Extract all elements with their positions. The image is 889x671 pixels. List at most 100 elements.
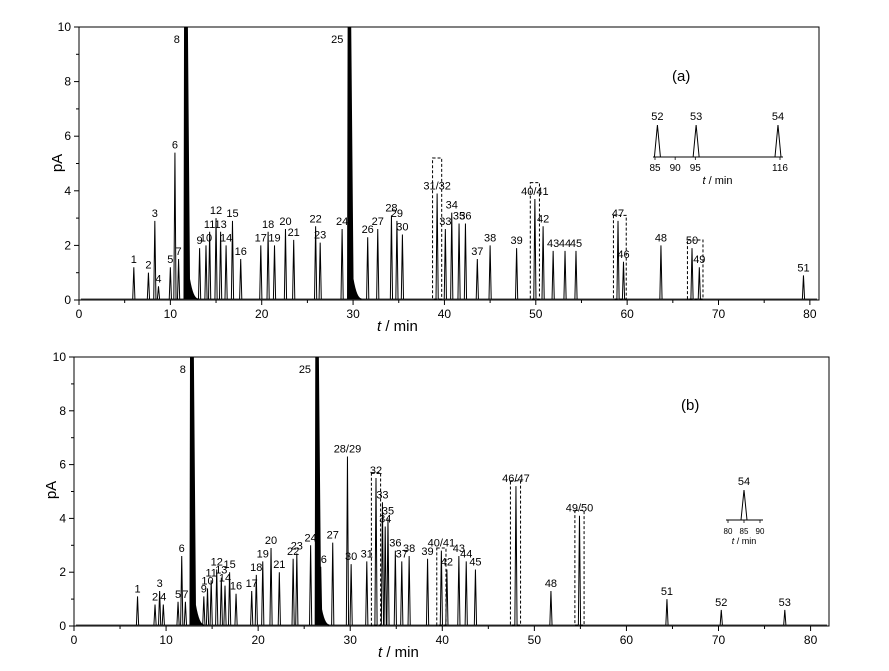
y-tick-label: 2 (64, 238, 71, 252)
x-tick-label: 20 (255, 307, 269, 321)
peak-label: 38 (403, 543, 415, 555)
peak-label: 31 (361, 548, 373, 560)
peak-30 (400, 234, 405, 300)
peak-label: 27 (372, 216, 384, 228)
peak-21 (277, 572, 281, 626)
peak-label: 15 (223, 559, 235, 571)
y-tick-label: 0 (64, 293, 71, 307)
peak-label: 26 (315, 554, 327, 566)
inset-peak (774, 124, 782, 158)
peak-label: 40/41 (428, 538, 456, 550)
peak-22 (314, 226, 318, 300)
peak-37 (475, 259, 479, 300)
peak-37 (400, 561, 404, 626)
peak-label: 18 (262, 219, 274, 231)
inset-peak-label: 52 (651, 111, 663, 123)
peak-label: 4 (155, 273, 161, 285)
peak-14 (223, 585, 227, 626)
peak-30 (349, 564, 353, 626)
peak-5 (168, 267, 172, 300)
peak-label: 20 (279, 216, 291, 228)
x-tick-label: 0 (71, 633, 78, 647)
peak-label: 36 (389, 538, 401, 550)
peak-27 (376, 229, 380, 300)
peak-label: 6 (179, 543, 185, 555)
coelution-box (686, 239, 704, 300)
peak-31 (365, 561, 369, 626)
inset-peak (740, 489, 748, 521)
peak-45 (574, 250, 578, 300)
peak-46-47 (514, 486, 518, 626)
inset-tick-label: 90 (670, 163, 682, 174)
peak-label: 51 (661, 586, 673, 598)
inset-tick-label: 80 (724, 527, 733, 536)
peak-42 (541, 226, 545, 300)
peak-label: 48 (655, 232, 667, 244)
peak-24 (309, 545, 313, 626)
coelution-box (612, 214, 627, 300)
peak-label: 38 (484, 232, 496, 244)
peak-44 (563, 250, 567, 300)
boxes-b (370, 472, 585, 626)
peak-31-32 (435, 193, 439, 300)
peak-label: 16 (235, 246, 247, 258)
peak-53 (783, 609, 787, 626)
peak-label: 14 (220, 232, 232, 244)
peak-label: 33 (439, 216, 451, 228)
x-tick-label: 30 (344, 633, 358, 647)
peak-label: 8 (174, 34, 180, 46)
peak-50 (690, 248, 694, 300)
y-tick-label: 8 (64, 75, 71, 89)
peak-label: 42 (537, 213, 549, 225)
peak-2 (146, 272, 151, 300)
peak-label: 25 (331, 34, 343, 46)
y-ticks-b: 0 2 4 6 8 10 (53, 350, 74, 633)
peak-38 (407, 556, 411, 626)
peak-label: 11 (205, 567, 216, 579)
peak-7 (176, 259, 181, 300)
y-tick-label: 0 (59, 619, 66, 633)
peak-18 (254, 574, 258, 626)
peak-20 (283, 229, 288, 300)
peak-label: 19 (257, 548, 269, 560)
x-tick-label: 50 (528, 633, 542, 647)
peak-5 (176, 601, 180, 626)
inset-tick-label: 116 (772, 163, 788, 174)
inset-tick-label: 85 (649, 163, 661, 174)
peak-label: 44 (559, 238, 571, 250)
peak-48 (659, 245, 663, 300)
peak-label: 48 (545, 578, 557, 590)
peak-label: 46 (617, 249, 629, 261)
peak-34 (383, 526, 387, 626)
peak-label: 20 (265, 535, 277, 547)
peak-label: 35 (382, 505, 394, 517)
peak-label: 15 (226, 208, 238, 220)
peak-27 (331, 542, 335, 626)
y-tick-label: 10 (58, 20, 72, 34)
peak-label: 9 (197, 235, 203, 247)
peak-label: 16 (230, 581, 242, 593)
inset-a: 52 53 54 85 90 95 116 t / min (649, 111, 788, 187)
peak-label: 22 (309, 213, 321, 225)
peak-15 (230, 220, 235, 300)
peak-label: 3 (152, 208, 158, 220)
peak-11 (208, 231, 212, 300)
peak-23 (318, 242, 322, 300)
peak-label: 52 (715, 597, 727, 609)
x-tick-label: 20 (251, 633, 265, 647)
peak-34 (450, 212, 454, 300)
peak-16 (234, 593, 238, 626)
peak-39 (515, 248, 519, 300)
inset-b: 54 80 85 90t / min (724, 476, 765, 546)
peak-11 (209, 580, 213, 626)
peak-51 (665, 599, 669, 626)
peak-label: 49/50 (566, 503, 594, 515)
peak-25 (314, 357, 330, 626)
peak-label: 2 (145, 260, 151, 272)
peak-label: 53 (779, 597, 791, 609)
peak-47 (616, 220, 620, 300)
peak-9 (197, 248, 202, 300)
peak-label: 12 (211, 557, 223, 569)
